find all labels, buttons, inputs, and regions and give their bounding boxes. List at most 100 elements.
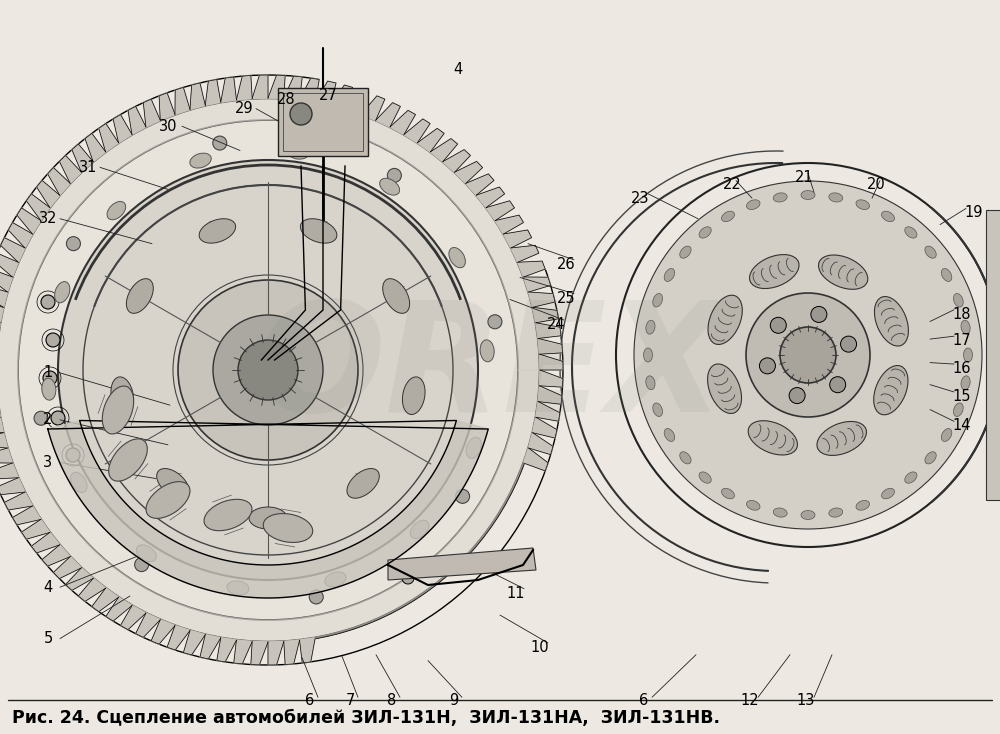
Circle shape (387, 168, 401, 183)
Text: OREX: OREX (255, 296, 725, 445)
Ellipse shape (905, 472, 917, 483)
Ellipse shape (249, 507, 287, 529)
Ellipse shape (750, 255, 799, 288)
Polygon shape (183, 631, 205, 655)
Ellipse shape (380, 178, 400, 195)
Polygon shape (388, 548, 536, 580)
Ellipse shape (347, 468, 379, 498)
Polygon shape (361, 96, 385, 120)
Text: 24: 24 (547, 317, 565, 332)
Polygon shape (538, 386, 562, 404)
Text: 14: 14 (953, 418, 971, 433)
Circle shape (51, 411, 65, 425)
Polygon shape (443, 150, 470, 172)
Ellipse shape (410, 520, 429, 539)
Polygon shape (136, 613, 160, 637)
Ellipse shape (102, 386, 134, 434)
Text: Рис. 24. Сцепление автомобилей ЗИЛ-131Н,  ЗИЛ-131НА,  ЗИЛ-131НВ.: Рис. 24. Сцепление автомобилей ЗИЛ-131Н,… (12, 709, 720, 727)
Text: 13: 13 (797, 694, 815, 708)
Polygon shape (0, 478, 25, 495)
Polygon shape (251, 642, 268, 665)
Polygon shape (0, 98, 540, 642)
Ellipse shape (941, 269, 952, 281)
Ellipse shape (882, 488, 894, 499)
Text: 12: 12 (741, 694, 759, 708)
Polygon shape (284, 76, 302, 100)
Polygon shape (540, 370, 563, 387)
Ellipse shape (961, 376, 970, 390)
Ellipse shape (747, 501, 760, 510)
Polygon shape (22, 520, 50, 539)
Text: 4: 4 (43, 580, 53, 595)
Polygon shape (390, 110, 416, 134)
Ellipse shape (146, 482, 190, 518)
Text: 25: 25 (557, 291, 575, 305)
Ellipse shape (71, 472, 87, 493)
Polygon shape (4, 492, 32, 510)
Ellipse shape (646, 376, 655, 390)
Text: 17: 17 (953, 333, 971, 348)
Polygon shape (72, 144, 93, 172)
Circle shape (780, 327, 836, 383)
Ellipse shape (699, 472, 711, 483)
Ellipse shape (287, 145, 309, 159)
Polygon shape (331, 85, 353, 109)
Circle shape (41, 295, 55, 309)
Polygon shape (524, 277, 551, 292)
Ellipse shape (953, 294, 963, 307)
Polygon shape (151, 619, 175, 644)
Circle shape (789, 388, 805, 404)
Ellipse shape (961, 320, 970, 334)
Ellipse shape (747, 200, 760, 209)
Ellipse shape (699, 227, 711, 238)
Polygon shape (78, 578, 106, 601)
Polygon shape (85, 134, 106, 161)
Polygon shape (0, 417, 3, 433)
Polygon shape (404, 119, 430, 142)
Polygon shape (17, 208, 41, 234)
Polygon shape (536, 401, 560, 421)
Ellipse shape (653, 403, 663, 416)
Polygon shape (221, 77, 236, 102)
Polygon shape (66, 568, 93, 590)
Polygon shape (315, 81, 336, 106)
Polygon shape (99, 123, 119, 152)
Polygon shape (529, 433, 553, 454)
Text: 26: 26 (557, 257, 575, 272)
Polygon shape (0, 463, 18, 479)
Polygon shape (455, 161, 483, 184)
Circle shape (46, 333, 60, 347)
Text: 11: 11 (507, 586, 525, 600)
Polygon shape (234, 640, 252, 664)
Ellipse shape (42, 378, 56, 400)
Ellipse shape (856, 501, 869, 510)
Text: 29: 29 (235, 101, 253, 116)
Circle shape (238, 340, 298, 400)
Polygon shape (175, 87, 190, 115)
Circle shape (746, 293, 870, 417)
Polygon shape (986, 210, 1000, 500)
Polygon shape (486, 201, 514, 220)
Polygon shape (59, 156, 81, 184)
Text: 2: 2 (43, 413, 53, 427)
Bar (283, 93, 363, 151)
Ellipse shape (941, 429, 952, 441)
Polygon shape (430, 139, 458, 161)
Polygon shape (106, 597, 132, 621)
Polygon shape (495, 215, 523, 234)
Ellipse shape (55, 282, 70, 302)
Ellipse shape (680, 246, 691, 258)
Text: 4: 4 (453, 62, 463, 77)
Circle shape (811, 306, 827, 322)
Ellipse shape (773, 193, 787, 202)
Ellipse shape (199, 219, 236, 243)
Circle shape (770, 317, 786, 333)
Polygon shape (26, 194, 50, 220)
Polygon shape (143, 99, 160, 127)
Ellipse shape (157, 468, 189, 498)
Text: 1: 1 (43, 366, 53, 380)
Polygon shape (113, 115, 132, 142)
Ellipse shape (126, 279, 153, 313)
Ellipse shape (708, 364, 742, 413)
Polygon shape (13, 506, 41, 525)
